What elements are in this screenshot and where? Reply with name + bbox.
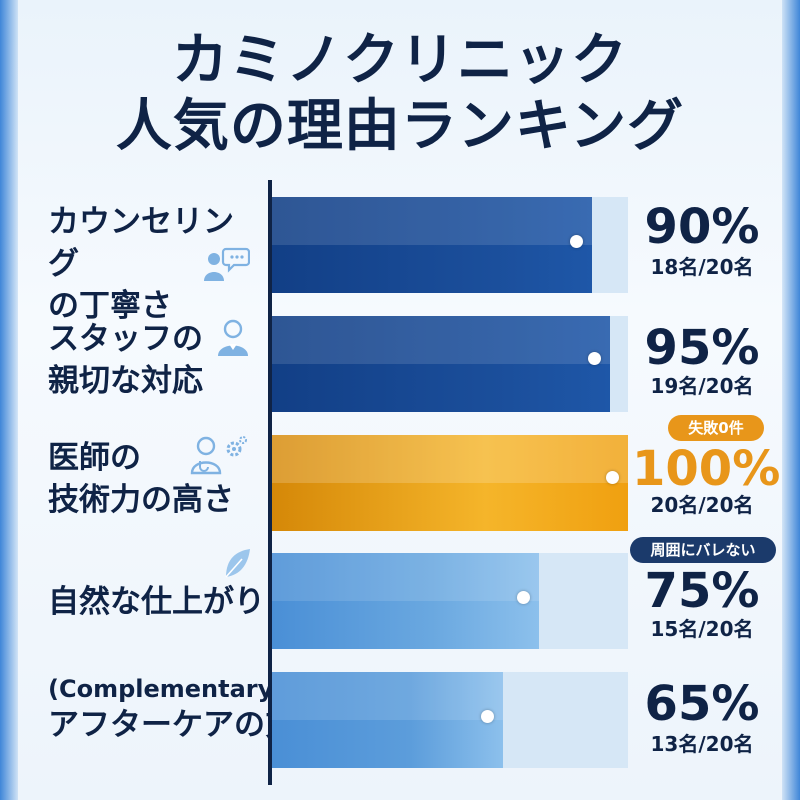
annotation-badge-1: 失敗0件 <box>668 415 764 441</box>
value-label-3: 100% <box>632 441 781 497</box>
category-label-3: 医師の 技術力の高さ <box>48 437 263 521</box>
bar-end-dot-1 <box>570 235 584 248</box>
leaf-icon <box>225 549 250 578</box>
bar-end-dot-2 <box>588 352 602 365</box>
y-axis-line <box>268 180 272 785</box>
value-label-5: 65% <box>644 676 760 732</box>
count-label-1: 18名/20名 <box>650 255 754 279</box>
value-label-1: 90% <box>644 199 760 255</box>
category-label-5-line-1: (Complementary) <box>48 675 285 703</box>
annotation-badge-2: 周囲にバレない <box>630 537 776 563</box>
bar-row-4: 自然な仕上がり 周囲にバレない 75% 15名/20名 <box>0 537 800 649</box>
bar-row-3: 医師の 技術力の高さ 失敗0件 100% 20名/20名 <box>0 415 800 531</box>
bar-row-1: カウンセリング の丁寧さ 90% 18名/20名 <box>0 197 800 324</box>
bar-4 <box>272 553 539 649</box>
chart-title: カミノクリニック 人気の理由ランキング <box>0 28 800 160</box>
count-label-3: 20名/20名 <box>650 493 754 517</box>
doctor-gear-icon <box>190 436 247 475</box>
left-edge-glow <box>0 0 18 800</box>
bar-row-2: スタッフの 親切な対応 95% 19名/20名 <box>0 316 800 412</box>
value-label-4: 75% <box>644 563 760 619</box>
counseling-chat-icon <box>204 247 250 281</box>
category-label-1-line-1: カウンセリング <box>48 204 234 282</box>
bar-end-dot-4 <box>517 591 530 604</box>
category-label-2-line-2: 親切な対応 <box>48 363 203 399</box>
bar-3 <box>272 435 628 531</box>
bar-row-5: (Complementary) アフターケアの充実 65% 13名/20名 <box>0 672 800 768</box>
category-label-1-line-2: の丁寧さ <box>48 288 172 324</box>
category-label-2: スタッフの 親切な対応 <box>48 318 263 402</box>
category-label-4: 自然な仕上がり <box>48 581 288 623</box>
bar-end-dot-3 <box>606 471 619 484</box>
category-label-4-line-1: 自然な仕上がり <box>48 584 265 620</box>
bar-end-dot-5 <box>481 710 495 723</box>
staff-person-icon <box>218 319 248 356</box>
title-line-1: カミノクリニック <box>172 28 628 93</box>
category-label-2-line-1: スタッフの <box>48 321 203 357</box>
count-label-4: 15名/20名 <box>650 617 754 641</box>
title-line-2: 人気の理由ランキング <box>115 94 685 159</box>
category-label-3-line-2: 技術力の高さ <box>48 482 234 518</box>
category-label-1: カウンセリング の丁寧さ <box>48 201 263 327</box>
bar-5 <box>272 672 504 768</box>
bar-2 <box>272 316 611 412</box>
right-edge-glow <box>782 0 800 800</box>
value-label-2: 95% <box>644 320 760 376</box>
count-label-5: 13名/20名 <box>650 732 754 756</box>
category-label-3-line-1: 医師の <box>48 440 141 476</box>
bar-1 <box>272 197 593 293</box>
count-label-2: 19名/20名 <box>650 374 754 398</box>
